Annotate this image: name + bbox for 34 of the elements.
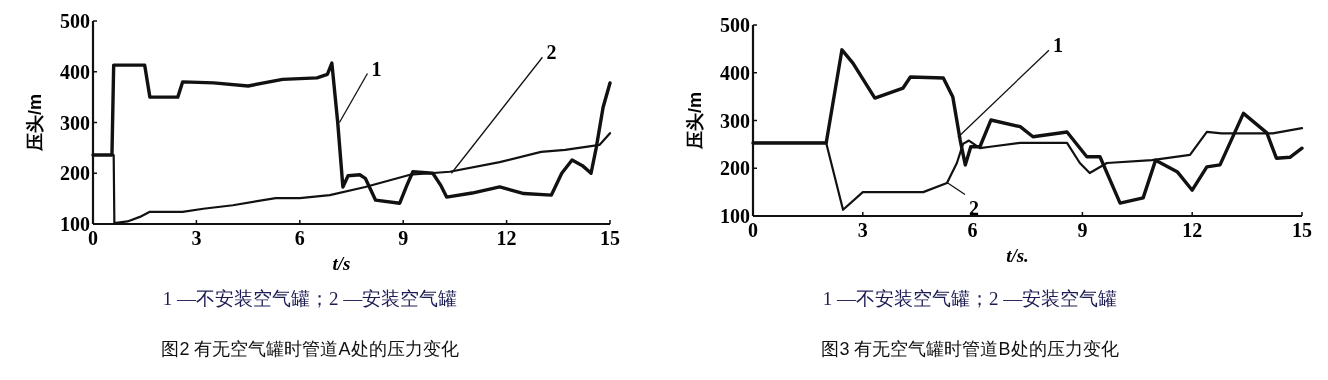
- y-tick-label: 300: [720, 109, 750, 132]
- annotation: 1: [371, 57, 382, 80]
- y-tick-label: 300: [60, 111, 90, 134]
- y-tick-label: 200: [720, 157, 750, 180]
- x-axis-title: t/s.: [1006, 245, 1029, 266]
- y-tick-label: 500: [60, 10, 90, 32]
- y-tick-label: 400: [720, 61, 750, 84]
- annotation: 2: [968, 196, 979, 219]
- x-tick-label: 12: [496, 227, 517, 249]
- y-tick-label: 200: [60, 162, 90, 185]
- x-tick-label: 0: [748, 219, 758, 241]
- text: 1 —不安装空气罐；2 —安装空气罐: [822, 288, 1118, 309]
- y-axis-title: 压头/m: [25, 93, 45, 153]
- x-tick-label: 9: [398, 227, 409, 249]
- x-tick-label: 15: [1292, 219, 1312, 241]
- x-tick-label: 12: [1182, 219, 1203, 241]
- x-axis-title: t/s: [332, 253, 351, 274]
- x-tick-label: 15: [600, 227, 620, 249]
- x-tick-label: 3: [857, 219, 868, 241]
- text: 1 —不安装空气罐；2 —安装空气罐: [162, 288, 458, 309]
- annotation: 2: [546, 41, 557, 64]
- x-tick-label: 0: [88, 227, 98, 249]
- text: 图3 有无空气罐时管道B处的压力变化: [821, 339, 1119, 359]
- y-tick-label: 500: [720, 14, 750, 36]
- annotation: 1: [1052, 34, 1063, 57]
- y-axis-title: 压头/m: [685, 91, 705, 151]
- text: 图2 有无空气罐时管道A处的压力变化: [161, 339, 459, 359]
- y-tick-label: 100: [720, 205, 750, 227]
- x-tick-label: 6: [294, 227, 305, 249]
- x-tick-label: 9: [1077, 219, 1088, 241]
- x-tick-label: 6: [967, 219, 978, 241]
- y-tick-label: 100: [60, 213, 90, 235]
- y-tick-label: 400: [60, 60, 90, 83]
- x-tick-label: 3: [191, 227, 202, 249]
